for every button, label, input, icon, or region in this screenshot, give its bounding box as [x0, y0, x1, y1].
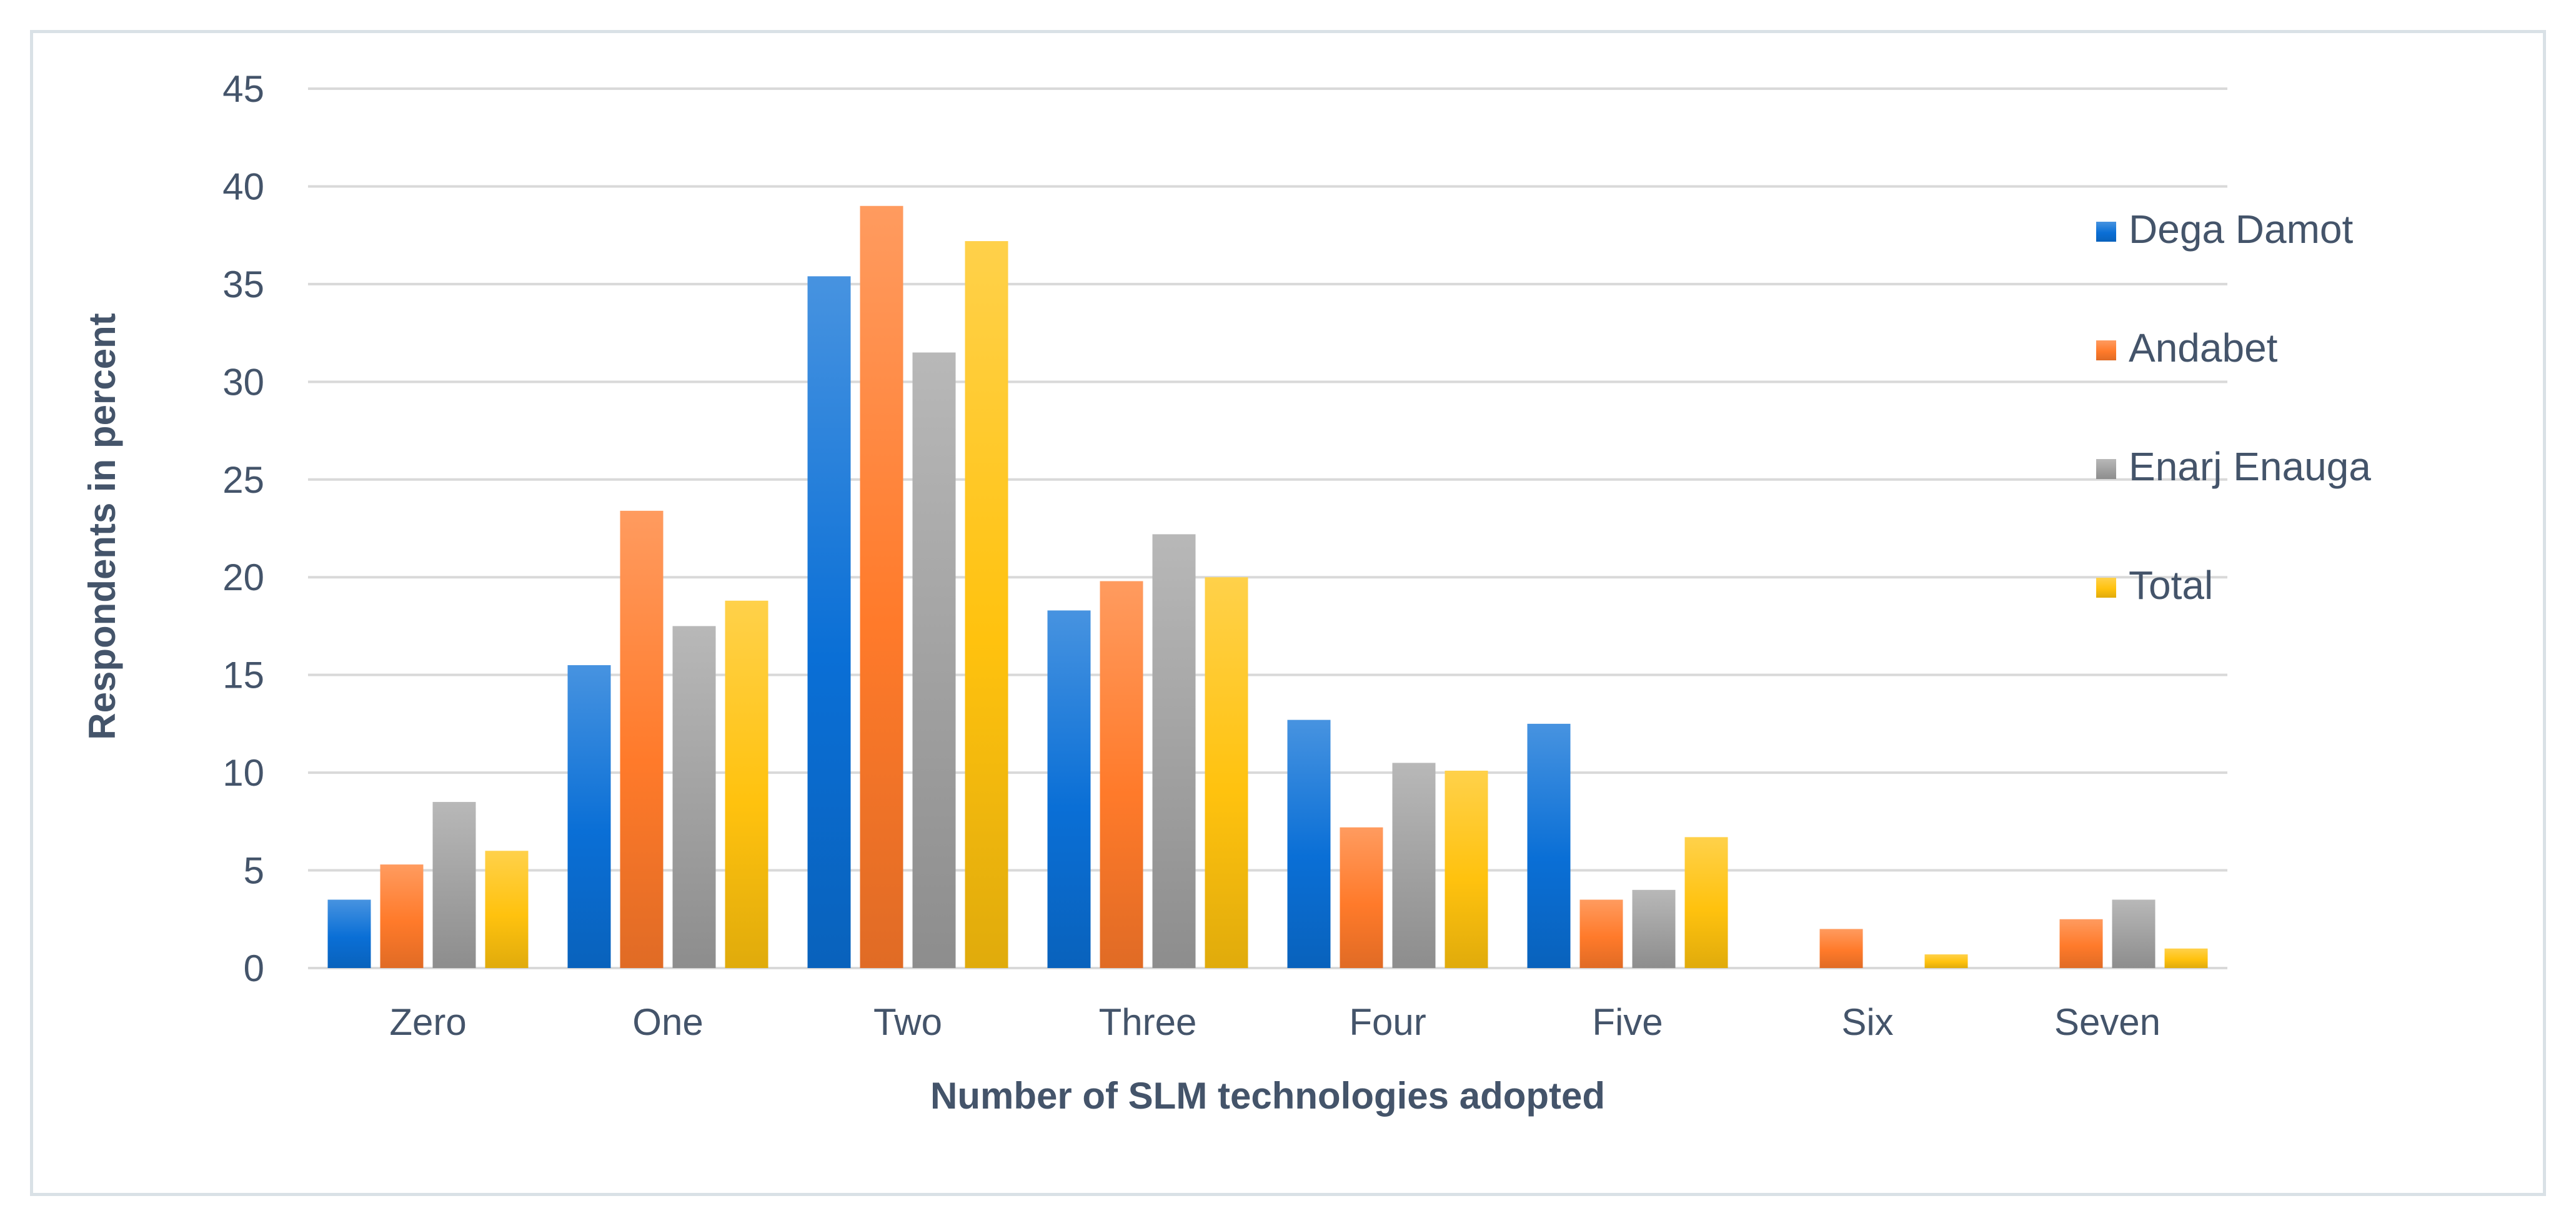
- y-tick-label: 25: [222, 459, 264, 501]
- x-tick-label: Zero: [389, 1001, 466, 1043]
- y-tick-label: 10: [222, 752, 264, 794]
- x-tick-label: Seven: [2054, 1001, 2161, 1043]
- y-tick-label: 45: [222, 68, 264, 110]
- bar-dega-damot-zero: [327, 899, 371, 968]
- y-tick-label: 35: [222, 264, 264, 305]
- bar-total-three: [1205, 577, 1248, 968]
- legend-swatch: [2096, 578, 2116, 598]
- x-tick-label: Two: [873, 1001, 942, 1043]
- bar-andabet-six: [1819, 929, 1863, 968]
- y-axis-title: Respondents in percent: [81, 313, 123, 739]
- legend: Dega Damot Andabet Enarj Enauga Total: [2096, 207, 2371, 608]
- x-tick-label: Four: [1349, 1001, 1426, 1043]
- legend-swatch: [2096, 459, 2116, 479]
- bar-enarj-enauga-seven: [2112, 899, 2156, 968]
- legend-swatch: [2096, 340, 2116, 360]
- bar-dega-damot-three: [1047, 610, 1091, 968]
- bar-total-one: [725, 600, 768, 968]
- legend-label: Total: [2129, 563, 2213, 608]
- x-tick-label: One: [632, 1001, 703, 1043]
- bar-enarj-enauga-five: [1632, 889, 1676, 968]
- x-tick-label: Five: [1592, 1001, 1663, 1043]
- bar-enarj-enauga-two: [912, 352, 956, 968]
- chart-frame: 0 5 10 15 20 25 30 35 40 45 Zero One Two Three Four Fi…: [30, 30, 2546, 1196]
- bar-total-two: [965, 241, 1008, 968]
- legend-swatch: [2096, 222, 2116, 242]
- y-tick-label: 15: [222, 655, 264, 696]
- bar-dega-damot-four: [1287, 719, 1331, 968]
- bar-andabet-one: [620, 510, 664, 968]
- bar-enarj-enauga-four: [1392, 763, 1436, 968]
- bar-dega-damot-five: [1527, 723, 1571, 968]
- bar-dega-damot-two: [807, 276, 851, 969]
- bar-total-six: [1924, 954, 1968, 968]
- bar-total-five: [1684, 837, 1728, 968]
- bar-total-seven: [2164, 948, 2208, 968]
- x-tick-label: Three: [1099, 1001, 1197, 1043]
- bar-andabet-four: [1340, 827, 1383, 968]
- y-tick-labels: 0 5 10 15 20 25 30 35 40 45: [222, 68, 264, 989]
- bar-enarj-enauga-three: [1152, 534, 1196, 968]
- bar-andabet-seven: [2059, 919, 2103, 968]
- bar-total-four: [1445, 770, 1488, 968]
- bar-andabet-zero: [380, 864, 424, 968]
- y-tick-label: 30: [222, 361, 264, 403]
- bar-andabet-two: [860, 205, 903, 968]
- y-tick-label: 40: [222, 166, 264, 207]
- y-tick-label: 20: [222, 556, 264, 598]
- x-axis-title: Number of SLM technologies adopted: [930, 1075, 1605, 1117]
- bar-enarj-enauga-zero: [432, 802, 476, 968]
- x-tick-label: Six: [1841, 1001, 1893, 1043]
- x-tick-labels: Zero One Two Three Four Five Six Seven: [389, 1001, 2161, 1043]
- bar-enarj-enauga-one: [672, 626, 716, 968]
- legend-label: Andabet: [2129, 325, 2278, 370]
- y-tick-label: 0: [244, 947, 264, 989]
- bars: [327, 205, 2208, 969]
- bar-chart: 0 5 10 15 20 25 30 35 40 45 Zero One Two Three Four Fi…: [81, 68, 2371, 1117]
- legend-label: Dega Damot: [2129, 207, 2354, 252]
- bar-dega-damot-one: [567, 665, 611, 968]
- legend-label: Enarj Enauga: [2129, 444, 2371, 489]
- bar-total-zero: [485, 851, 529, 968]
- bar-andabet-five: [1579, 899, 1623, 968]
- bar-andabet-three: [1100, 581, 1143, 968]
- y-tick-label: 5: [244, 850, 264, 892]
